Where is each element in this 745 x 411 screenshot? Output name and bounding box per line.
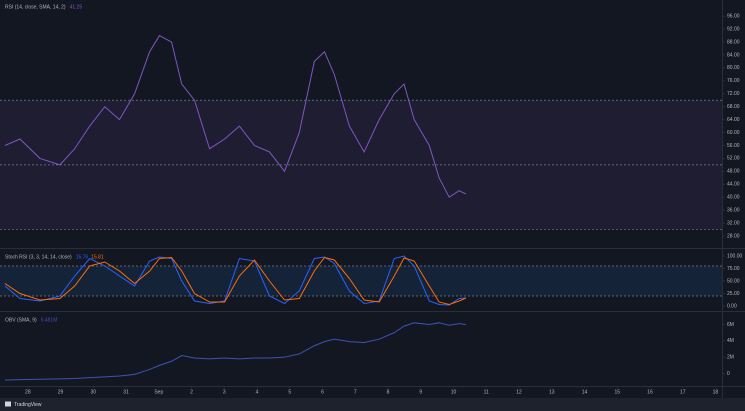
- x-tick-label: 17: [680, 389, 686, 395]
- y-tick-label: 50.00: [727, 278, 740, 284]
- x-tick-label: 14: [582, 389, 588, 395]
- series-line: [4, 256, 467, 306]
- y-tick-label: 25.00: [727, 291, 740, 297]
- y-tick-label: 92.00: [727, 26, 740, 32]
- indicator-value: 41.25: [70, 4, 83, 10]
- y-tick-label: 56.00: [727, 143, 740, 149]
- x-tick-label: 18: [713, 389, 719, 395]
- y-tick-label: 64.00: [727, 117, 740, 123]
- x-tick-label: 13: [549, 389, 555, 395]
- y-tick-label: 68.00: [727, 104, 740, 110]
- x-tick-label: 15: [614, 389, 620, 395]
- y-tick-label: 28.00: [727, 233, 740, 239]
- x-tick-label: Sep: [154, 389, 163, 395]
- x-tick-label: 2: [190, 389, 193, 395]
- y-tick-label: 52.00: [727, 156, 740, 162]
- x-tick-label: 9: [419, 389, 422, 395]
- indicator-value: 15.76: [76, 254, 89, 260]
- y-tick-label: 72.00: [727, 91, 740, 97]
- y-tick-label: 80.00: [727, 65, 740, 71]
- x-tick-label: 12: [516, 389, 522, 395]
- brand-logo: [5, 401, 11, 407]
- series-line: [4, 322, 466, 381]
- x-tick-label: 6: [321, 389, 324, 395]
- y-tick-label: 84.00: [727, 52, 740, 58]
- indicator-title: OBV (SMA, 9): [5, 317, 37, 323]
- y-tick-label: 96.00: [727, 13, 740, 19]
- y-tick-label: 40.00: [727, 195, 740, 201]
- x-tick-label: 31: [123, 389, 129, 395]
- y-tick-label: 0: [727, 371, 730, 377]
- y-tick-label: 48.00: [727, 169, 740, 175]
- x-tick-label: 28: [25, 389, 31, 395]
- band-fill: [0, 266, 722, 296]
- y-tick-label: 0.00: [727, 303, 737, 309]
- y-tick-label: 100.00: [727, 253, 743, 259]
- series-line: [4, 34, 467, 198]
- y-tick-label: 88.00: [727, 39, 740, 45]
- x-tick-label: 5: [288, 389, 291, 395]
- y-tick-label: 60.00: [727, 130, 740, 136]
- brand: TradingView: [14, 402, 42, 408]
- x-tick-label: 29: [58, 389, 64, 395]
- y-tick-label: 76.00: [727, 78, 740, 84]
- y-tick-label: 36.00: [727, 207, 740, 213]
- x-tick-label: 7: [354, 389, 357, 395]
- x-tick-label: 10: [451, 389, 457, 395]
- y-tick-label: 6M: [727, 322, 734, 328]
- indicator-title: RSI (14, close, SMA, 14, 2): [5, 4, 66, 10]
- y-tick-label: 32.00: [727, 220, 740, 226]
- footer-bar: [0, 398, 745, 411]
- indicator-value: 15.81: [91, 254, 104, 260]
- indicator-value: 6.481M: [41, 317, 58, 323]
- x-tick-label: 4: [256, 389, 259, 395]
- x-tick-label: 11: [484, 389, 489, 395]
- x-tick-label: 8: [387, 389, 390, 395]
- y-tick-label: 75.00: [727, 266, 740, 272]
- y-tick-label: 4M: [727, 338, 734, 344]
- x-tick-label: 16: [647, 389, 653, 395]
- indicator-title: Stoch RSI (3, 3, 14, 14, close): [5, 254, 72, 260]
- y-tick-label: 44.00: [727, 182, 740, 188]
- x-tick-label: 30: [91, 389, 97, 395]
- x-tick-label: 3: [223, 389, 226, 395]
- y-tick-label: 2M: [727, 355, 734, 361]
